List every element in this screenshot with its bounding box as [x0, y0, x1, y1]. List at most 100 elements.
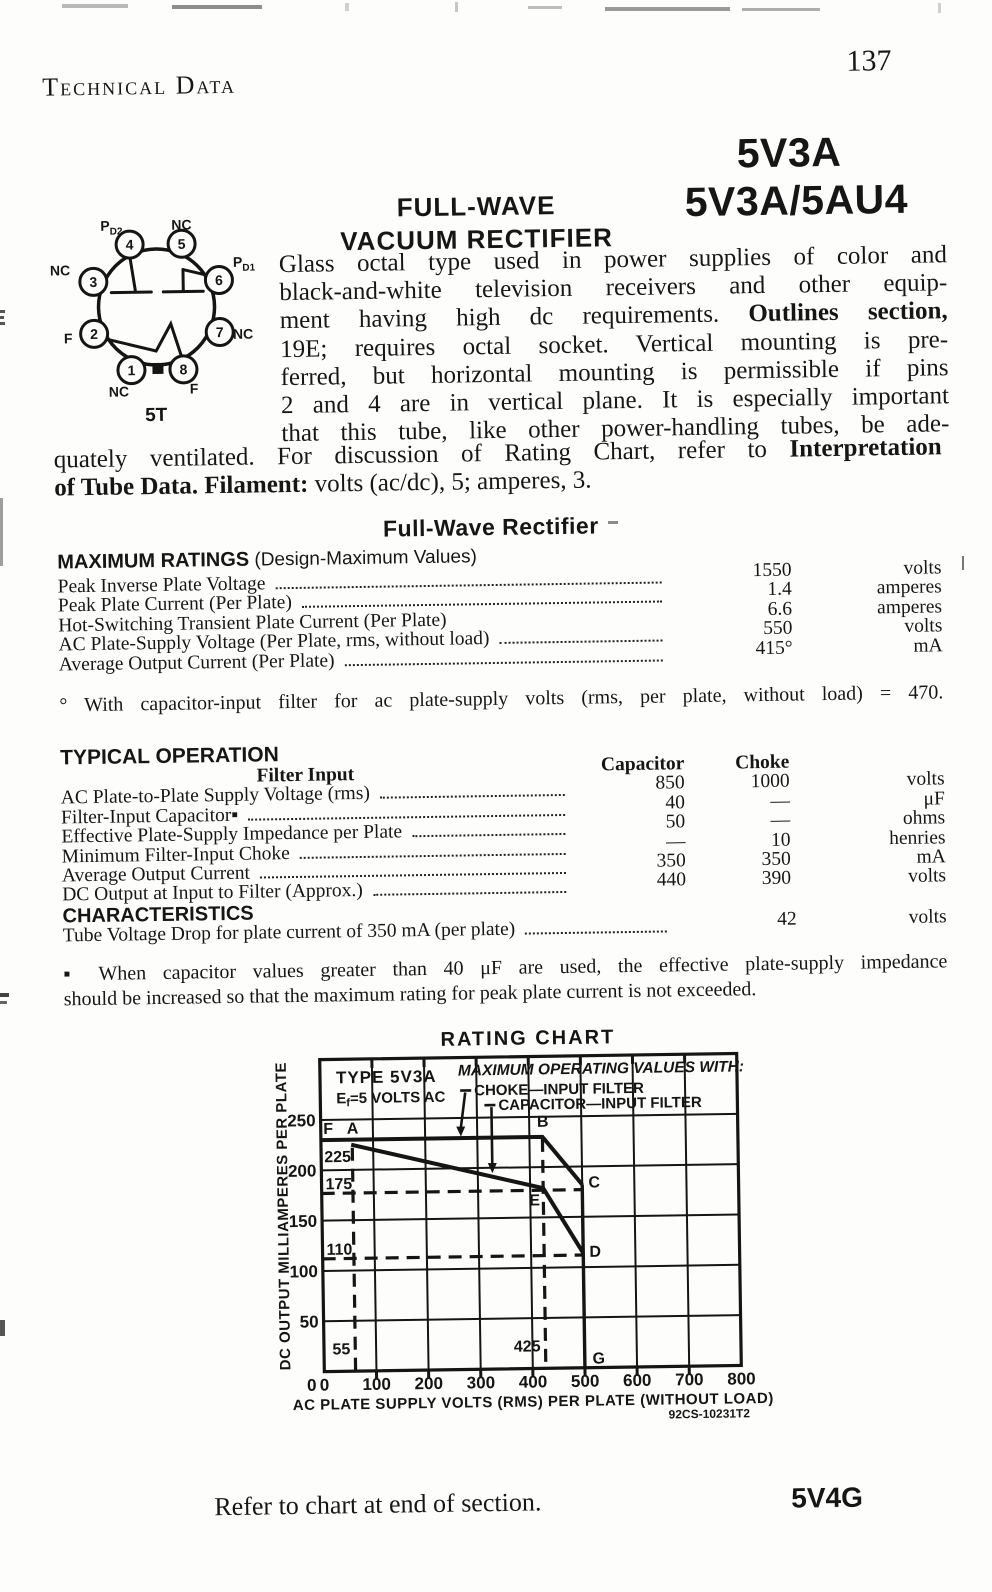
- pin-2: 2F: [64, 318, 110, 349]
- plot-border: [318, 1051, 743, 1374]
- scan-artifact: [345, 3, 349, 11]
- point-label: C: [588, 1174, 600, 1191]
- leader-dots: [299, 839, 566, 859]
- tube-base-diagram: 1 NC 2 F 3 NC 4 PD2 5 NC 6 PD1 7 NC 8 F 5T: [42, 208, 280, 439]
- leader-dots: [364, 764, 564, 780]
- section-heading: Full-Wave Rectifier: [382, 512, 599, 542]
- row-unit: mA: [913, 634, 943, 657]
- y-axis-title: DC OUTPUT MILLIAMPERES PER PLATE: [273, 1062, 295, 1370]
- svg-text:3: 3: [89, 274, 97, 290]
- point-label: B: [537, 1114, 549, 1131]
- y-tick-label: 250: [287, 1111, 316, 1130]
- leader-dots: [456, 609, 662, 625]
- legend-filament: Ef=5 VOLTS AC: [336, 1089, 446, 1110]
- scan-artifact: [172, 5, 262, 9]
- chart-code: 92CS-10231T2: [669, 1406, 751, 1421]
- tube-type-code: 5V3A: [736, 128, 842, 177]
- leader-dots: [379, 781, 565, 800]
- scan-artifact: [605, 7, 730, 11]
- point-label: A: [347, 1121, 359, 1138]
- leader-dots: [372, 878, 567, 897]
- legend-heading: MAXIMUM OPERATING VALUES WITH:: [458, 1058, 744, 1079]
- next-type-code: 5V4G: [791, 1481, 864, 1514]
- series-2: [580, 1184, 587, 1368]
- svg-text:2: 2: [90, 326, 98, 342]
- pin-label: NC: [50, 262, 70, 278]
- pin-6: 6 PD1: [203, 254, 256, 296]
- scan-artifact: [0, 310, 5, 313]
- pin-3: 3 NC: [50, 262, 109, 297]
- x-tick-label: 100: [362, 1375, 391, 1394]
- typical-operation-table: Filter Input Capacitor Choke AC Plate-to-Pl…: [60, 752, 947, 906]
- scan-artifact: [62, 4, 128, 8]
- pin-label: PD1: [233, 254, 256, 274]
- guide-label: 425: [514, 1338, 541, 1355]
- scan-artifact: [608, 521, 618, 524]
- max-ratings-table: Peak Inverse Plate Voltage 1550 volts Peak …: [58, 557, 943, 676]
- pin-5: 5 NC: [166, 216, 197, 259]
- x-tick-label: 0: [320, 1376, 330, 1395]
- x-tick-label: 200: [414, 1374, 443, 1393]
- row-value: 42: [777, 908, 797, 930]
- leader-dots: [525, 917, 667, 935]
- tube-type-code-alt: 5V3A/5AU4: [684, 175, 909, 226]
- legend-capacitor: CAPACITOR—INPUT FILTER: [498, 1094, 702, 1114]
- origin-label: 0: [307, 1376, 317, 1395]
- y-tick-label: 50: [300, 1312, 319, 1331]
- y-tick-label: 200: [288, 1161, 317, 1180]
- legend-arrows: [456, 1089, 497, 1174]
- svg-text:5: 5: [178, 236, 186, 252]
- x-tick-label: 800: [727, 1369, 756, 1388]
- pin-label: PD2: [100, 217, 123, 237]
- footer-note: Refer to chart at end of section.: [214, 1487, 542, 1522]
- key-notch: [152, 362, 164, 375]
- diode-elements: [95, 254, 217, 369]
- pin-1: 1 NC: [109, 355, 147, 400]
- leader-dots: [275, 568, 662, 590]
- x-tick-label: 500: [571, 1372, 600, 1391]
- row-unit: [789, 765, 944, 767]
- scan-artifact: [0, 316, 4, 319]
- leader-dots: [411, 820, 566, 838]
- scan-artifact: [528, 6, 562, 9]
- row-label: Average Output Current (Per Plate): [58, 649, 335, 676]
- legend-choke: CHOKE—INPUT FILTER: [474, 1080, 644, 1100]
- x-tick-label: 400: [519, 1372, 548, 1391]
- svg-text:7: 7: [216, 324, 224, 340]
- y-tick-label: 150: [289, 1212, 318, 1231]
- chart-grid: [320, 1054, 741, 1379]
- guide-label: 110: [326, 1241, 352, 1258]
- pin-label: NC: [171, 216, 191, 232]
- max-ratings-heading-rest: (Design-Maximum Values): [248, 546, 477, 571]
- point-label: E: [529, 1192, 540, 1209]
- x-tick-label: 300: [467, 1373, 496, 1392]
- point-label: G: [593, 1350, 606, 1367]
- svg-text:8: 8: [179, 361, 187, 377]
- x-tick-label: 600: [623, 1371, 652, 1390]
- row-unit: volts: [908, 906, 947, 928]
- scan-artifact: [938, 3, 941, 13]
- row-cap: 440: [656, 869, 687, 891]
- scan-artifact: [455, 2, 458, 12]
- row-value: 415°: [755, 637, 793, 659]
- series-0: [320, 1134, 584, 1186]
- device-title-line1: FULL-WAVE: [396, 190, 556, 223]
- svg-text:6: 6: [215, 272, 223, 288]
- leader-dots: [499, 626, 663, 645]
- row-choke: 390: [761, 867, 792, 890]
- series-1: [350, 1142, 585, 1255]
- legend-type: TYPE 5V3A: [336, 1067, 437, 1087]
- scan-artifact: [962, 556, 964, 570]
- point-label: 225: [324, 1149, 351, 1166]
- dashed-guides: [321, 1138, 584, 1372]
- svg-text:4: 4: [126, 237, 134, 253]
- characteristics-footnote: ▪ When capacitor values greater than 40 …: [63, 949, 948, 1012]
- scan-artifact: [742, 8, 820, 11]
- point-label: D: [589, 1244, 601, 1261]
- pin-7: 7 NC: [204, 317, 253, 348]
- max-ratings-heading-bold: MAXIMUM RATINGS: [57, 548, 250, 574]
- intro-paragraph-wide: quately ventilated. For discussion of Ra…: [54, 433, 943, 501]
- base-caption: 5T: [145, 405, 168, 426]
